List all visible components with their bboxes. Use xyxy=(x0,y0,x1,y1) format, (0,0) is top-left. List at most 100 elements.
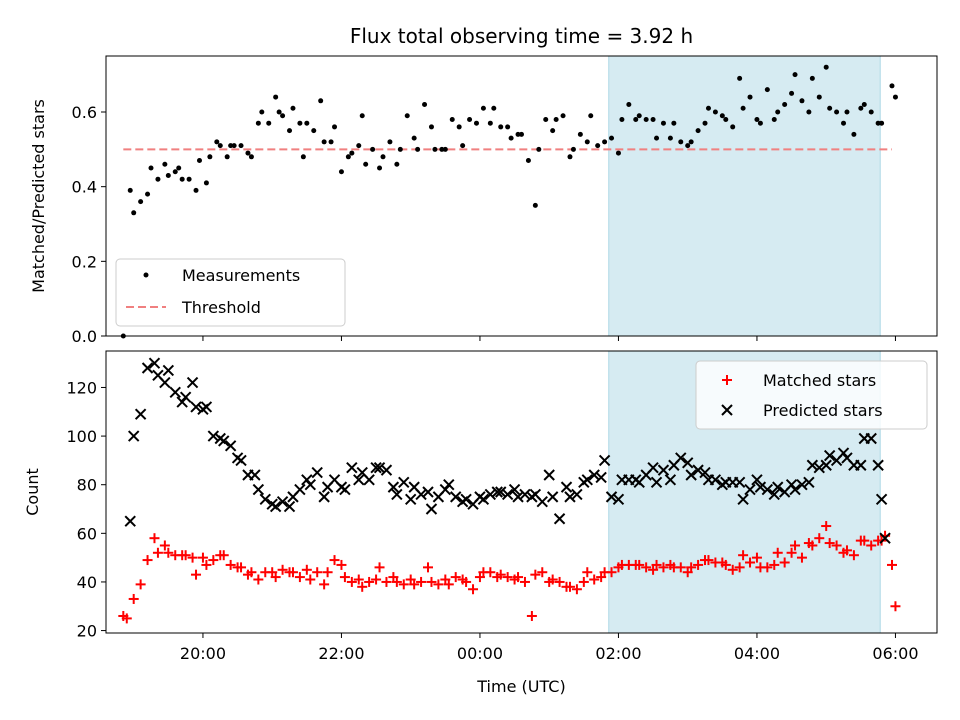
predicted-star-point xyxy=(224,440,237,452)
predicted-star-point xyxy=(259,493,271,506)
y-tick-label: 120 xyxy=(66,378,97,397)
measurement-point xyxy=(224,154,230,160)
predicted-star-point xyxy=(425,503,438,515)
predicted-star-point xyxy=(647,461,659,474)
predicted-star-point xyxy=(186,376,199,389)
measurement-point xyxy=(304,120,310,126)
matched-star-point xyxy=(371,574,382,585)
matched-star-point xyxy=(364,576,375,587)
matched-star-point xyxy=(703,555,714,566)
measurement-point xyxy=(273,94,279,100)
measurement-point xyxy=(245,150,251,156)
ratio-legend: Measurements Threshold xyxy=(115,258,346,327)
measurement-point xyxy=(193,187,199,193)
x-tick-label: 22:00 xyxy=(318,644,364,663)
measurement-point xyxy=(816,94,822,100)
measurement-point xyxy=(809,75,815,81)
predicted-star-point xyxy=(595,471,607,484)
measurement-point xyxy=(671,120,677,126)
measurement-point xyxy=(449,116,455,122)
measurement-point xyxy=(370,146,376,152)
measurement-point xyxy=(740,105,746,111)
measurement-point xyxy=(553,116,559,122)
predicted-star-point xyxy=(398,476,410,488)
matched-star-point xyxy=(187,552,198,563)
predicted-star-point xyxy=(422,486,434,498)
measurement-point xyxy=(460,143,466,149)
legend-plus-marker xyxy=(722,375,732,385)
predicted-star-point xyxy=(650,476,663,488)
matched-star-point xyxy=(142,555,153,566)
measurement-point xyxy=(186,176,192,182)
predicted-star-point xyxy=(519,488,531,501)
predicted-star-point xyxy=(803,476,815,488)
matched-star-point xyxy=(693,559,704,570)
predicted-star-point xyxy=(699,466,711,479)
predicted-star-point xyxy=(200,401,213,413)
measurement-point xyxy=(723,116,729,122)
predicted-star-point xyxy=(855,459,867,471)
x-tick-label: 00:00 xyxy=(457,644,503,663)
matched-star-point xyxy=(848,550,859,561)
matched-star-point xyxy=(658,562,669,573)
predicted-star-point xyxy=(675,452,687,464)
measurement-point xyxy=(377,165,383,171)
measurement-point xyxy=(643,116,649,122)
matched-star-point xyxy=(346,576,357,587)
predicted-star-point xyxy=(460,493,472,506)
legend-label-predicted: Predicted stars xyxy=(763,401,883,420)
measurement-point xyxy=(595,143,601,149)
x-tick-label: 04:00 xyxy=(734,644,780,663)
measurement-point xyxy=(428,124,434,130)
predicted-star-point xyxy=(806,459,819,471)
ratio-legend-box xyxy=(115,258,346,327)
predicted-star-point xyxy=(865,432,877,445)
measurement-point xyxy=(432,146,438,152)
measurement-point xyxy=(567,154,573,160)
predicted-star-point xyxy=(283,500,296,513)
measurement-point xyxy=(473,120,479,126)
predicted-star-point xyxy=(875,493,888,506)
matched-star-point xyxy=(277,564,288,575)
predicted-star-point xyxy=(235,454,247,467)
predicted-star-point xyxy=(733,476,746,488)
matched-star-point xyxy=(734,562,745,573)
matched-star-point xyxy=(824,538,835,549)
matched-star-point xyxy=(790,540,801,551)
predicted-star-point xyxy=(872,459,884,471)
matched-star-point xyxy=(236,562,247,573)
predicted-star-point xyxy=(657,464,670,476)
predicted-star-point xyxy=(754,481,767,493)
predicted-star-point xyxy=(768,488,780,501)
legend-x-marker xyxy=(721,404,733,416)
predicted-star-point xyxy=(571,488,583,501)
matched-star-point xyxy=(357,581,368,592)
y-tick-label: 0.0 xyxy=(72,327,97,346)
matched-star-point xyxy=(322,567,333,578)
y-tick-label: 80 xyxy=(77,476,97,495)
measurement-point xyxy=(280,113,286,119)
matched-star-point xyxy=(578,576,589,587)
measurement-point xyxy=(228,143,234,149)
measurement-point xyxy=(550,128,556,134)
predicted-star-point xyxy=(796,478,808,491)
matched-star-point xyxy=(218,550,229,561)
matched-star-point xyxy=(513,572,524,583)
measurement-point xyxy=(532,202,538,208)
measurement-point xyxy=(176,165,182,171)
matched-star-point xyxy=(374,562,385,573)
matched-star-point xyxy=(398,579,409,590)
matched-star-point xyxy=(564,581,575,592)
matched-star-point xyxy=(634,559,645,570)
matched-star-point xyxy=(537,567,548,578)
predicted-star-point xyxy=(484,488,497,501)
measurement-point xyxy=(771,116,777,122)
measurement-point xyxy=(875,120,881,126)
measurement-point xyxy=(276,109,282,115)
measurement-point xyxy=(754,116,760,122)
predicted-star-point xyxy=(508,483,521,496)
measurement-point xyxy=(730,124,736,130)
measurement-point xyxy=(238,143,244,149)
y-tick-label: 0.2 xyxy=(72,252,97,271)
measurement-point xyxy=(626,102,632,108)
